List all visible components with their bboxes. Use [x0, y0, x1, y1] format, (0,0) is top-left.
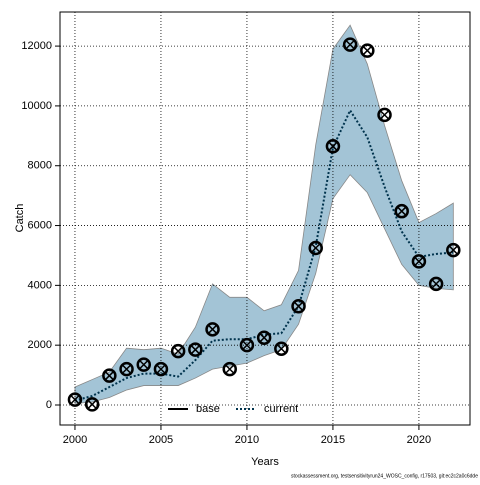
x-tick-label: 2005 [149, 434, 173, 446]
x-tick-label: 2010 [235, 434, 259, 446]
observed-point [394, 203, 409, 219]
base-point [122, 365, 131, 374]
y-tick-label: 0 [46, 399, 52, 411]
y-tick-label: 10000 [21, 100, 52, 112]
y-tick-label: 12000 [21, 40, 52, 52]
y-tick-label: 2000 [28, 339, 52, 351]
y-tick-label: 6000 [28, 219, 52, 231]
observed-point [325, 139, 341, 154]
observed-point [308, 240, 323, 256]
line [74, 108, 454, 402]
x-tick-label: 2020 [407, 434, 431, 446]
observed-point [136, 357, 152, 372]
base-point [311, 243, 320, 253]
observed-point [342, 37, 358, 52]
observed-point [411, 254, 427, 269]
base-point [260, 333, 269, 342]
base-point [139, 360, 148, 369]
base-point [70, 395, 79, 404]
legend-label: base [196, 403, 220, 415]
confidence-band [74, 24, 454, 404]
base-point [277, 344, 286, 353]
observed-point [84, 397, 100, 412]
observed-point [67, 392, 83, 407]
observed-point [274, 341, 289, 357]
observed-point [377, 107, 392, 123]
base-point [156, 365, 165, 374]
base-point [225, 365, 234, 374]
x-tick-label: 2000 [63, 434, 87, 446]
base-point [363, 46, 372, 55]
base-point [346, 40, 355, 49]
base-point [174, 347, 183, 356]
footnote: stockassessment.org, testsensitivityrun2… [291, 473, 478, 479]
legend-label: current [264, 403, 298, 415]
y-tick-label: 8000 [28, 160, 52, 172]
base-point [208, 325, 217, 334]
base-point [414, 257, 423, 266]
base-point [432, 279, 441, 288]
observed-point [360, 43, 375, 58]
x-axis-label: Years [251, 456, 279, 468]
observed-point [119, 361, 134, 377]
observed-point [205, 322, 220, 337]
base-point [449, 246, 458, 255]
base-point [328, 142, 337, 151]
observed-point [239, 337, 255, 353]
observed-point [291, 299, 306, 314]
base-point [105, 371, 114, 380]
observed-point [153, 361, 169, 377]
y-axis-label: Catch [14, 204, 26, 233]
observed-point [428, 276, 444, 292]
observed-point [170, 343, 186, 359]
observed-point [256, 330, 272, 345]
base-point [88, 400, 97, 409]
base-point [294, 302, 303, 311]
observed-point [188, 342, 203, 357]
y-tick-label: 4000 [28, 279, 52, 291]
observed-point [102, 368, 117, 383]
observed-point [446, 242, 461, 258]
base-point [380, 110, 389, 119]
base-point [242, 341, 251, 350]
plot-frame [59, 11, 471, 426]
observed-point [222, 361, 237, 377]
base-point [397, 207, 406, 216]
x-tick-label: 2015 [321, 434, 345, 446]
base-point [191, 345, 200, 354]
